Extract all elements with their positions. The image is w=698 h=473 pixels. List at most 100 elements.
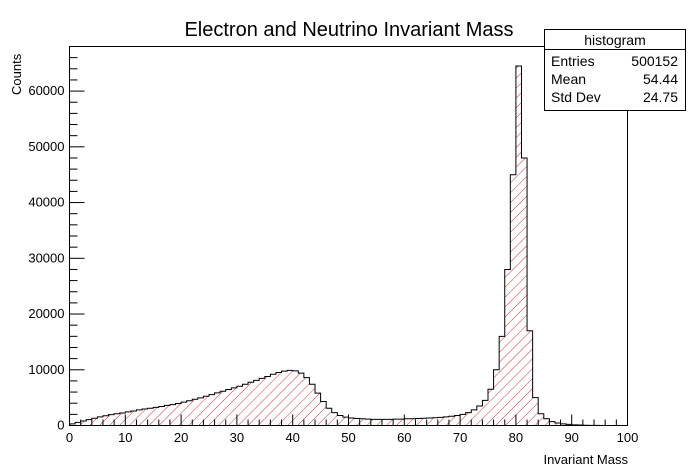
histogram-bin (504, 269, 511, 426)
histogram-bin (381, 419, 388, 426)
histogram-bin (153, 407, 159, 426)
histogram-bin (488, 389, 494, 426)
histogram-bin (510, 174, 516, 426)
x-tick-label: 0 (66, 430, 73, 445)
histogram-bin (80, 421, 87, 426)
histogram-bin (270, 374, 276, 426)
x-tick-label: 60 (397, 430, 411, 445)
histogram-bin (315, 393, 321, 426)
y-tick-label: 10000 (28, 362, 64, 377)
histogram-bin (130, 411, 137, 426)
histogram-bin (264, 376, 271, 426)
plot-frame (69, 46, 628, 426)
histogram-bin (560, 423, 567, 426)
histogram-bin (320, 401, 327, 426)
histogram-bin (298, 373, 304, 426)
histogram-bin (147, 408, 154, 426)
histogram-bin (214, 392, 221, 426)
histogram-bin (415, 418, 422, 426)
histogram-bin (376, 419, 382, 426)
y-tick-label: 60000 (28, 83, 64, 98)
histogram-bin (359, 418, 366, 426)
histogram-bin (69, 423, 76, 426)
histogram-bin (175, 403, 182, 426)
histogram-bin (499, 336, 505, 426)
histogram-bin (86, 419, 92, 426)
histogram-bin (448, 416, 455, 426)
chart-title: Electron and Neutrino Invariant Mass (184, 19, 513, 41)
histogram-bin (119, 412, 126, 426)
histogram-bin (532, 397, 539, 426)
stats-box: histogram Entries 500152 Mean 54.44 Std … (544, 29, 686, 111)
histogram-bin (370, 419, 377, 426)
histogram-bin (97, 416, 103, 426)
histogram-bin (275, 372, 282, 426)
histogram-bin (482, 400, 488, 426)
histogram-bin (102, 415, 109, 426)
x-tick-label: 90 (564, 430, 578, 445)
histogram-bin (248, 382, 254, 426)
histogram-bin (236, 386, 243, 426)
histogram-bin (197, 397, 204, 426)
histogram-bin (387, 419, 394, 426)
x-tick-label: 100 (617, 430, 639, 445)
histogram-bin (225, 389, 232, 426)
y-tick-label: 30000 (28, 250, 64, 265)
y-tick-label: 40000 (28, 195, 64, 210)
x-tick-label: 70 (453, 430, 467, 445)
histogram-bin (192, 399, 198, 426)
y-tick-label: 20000 (28, 306, 64, 321)
histogram-bin (493, 369, 500, 426)
histogram-bin (125, 411, 131, 426)
histogram-bin (186, 400, 193, 426)
histogram-bin (309, 384, 316, 426)
x-tick-label: 30 (230, 430, 244, 445)
x-tick-label: 20 (174, 430, 188, 445)
x-tick-label: 80 (509, 430, 523, 445)
histogram-bin (242, 384, 249, 426)
histogram-bin (342, 417, 349, 426)
histogram-bin (554, 422, 561, 426)
y-tick-label: 0 (57, 418, 64, 433)
histogram-bin (181, 402, 187, 426)
histogram-bin (566, 424, 572, 426)
y-tick-label: 50000 (28, 139, 64, 154)
histogram-bin (75, 422, 81, 426)
histogram-bin (527, 330, 533, 426)
y-axis-label: Counts (9, 53, 24, 95)
histogram-bin (203, 396, 209, 426)
histogram-bin (398, 419, 405, 426)
histogram-bin (108, 414, 115, 426)
histogram-bin (515, 66, 522, 426)
histogram-bin (287, 370, 293, 426)
stats-mean-value: 54.44 (643, 71, 678, 87)
histogram-bin (465, 412, 472, 426)
histogram-bin (281, 371, 288, 426)
histogram-bin (426, 417, 433, 426)
histogram-bin (292, 370, 299, 426)
histogram-bin (421, 418, 427, 426)
histogram-bin (114, 413, 120, 426)
histogram-bars (69, 66, 611, 426)
histogram-bin (471, 409, 477, 426)
histogram-bin (521, 157, 528, 426)
stats-entries-label: Entries (551, 53, 595, 69)
histogram-bin (253, 380, 260, 426)
x-tick-label: 40 (285, 430, 299, 445)
x-tick-label: 50 (341, 430, 355, 445)
histogram-bin (231, 387, 237, 426)
histogram-bin (454, 415, 461, 426)
x-axis-ticks: 0 10 20 30 40 50 60 70 80 90 100 (66, 414, 639, 445)
histogram-bin (259, 378, 265, 426)
histogram-bin (348, 417, 355, 426)
histogram-bin (142, 409, 148, 426)
histogram-bin (136, 409, 143, 426)
histogram-bin (91, 418, 98, 426)
stats-entries-value: 500152 (631, 53, 678, 69)
stats-stddev-value: 24.75 (643, 89, 678, 105)
histogram-bin (538, 413, 544, 426)
histogram-bin (549, 421, 555, 426)
x-axis-label: Invariant Mass (543, 452, 628, 467)
y-axis-ticks: 0 10000 20000 30000 40000 50000 60000 (28, 46, 85, 433)
histogram-bin (437, 417, 444, 426)
